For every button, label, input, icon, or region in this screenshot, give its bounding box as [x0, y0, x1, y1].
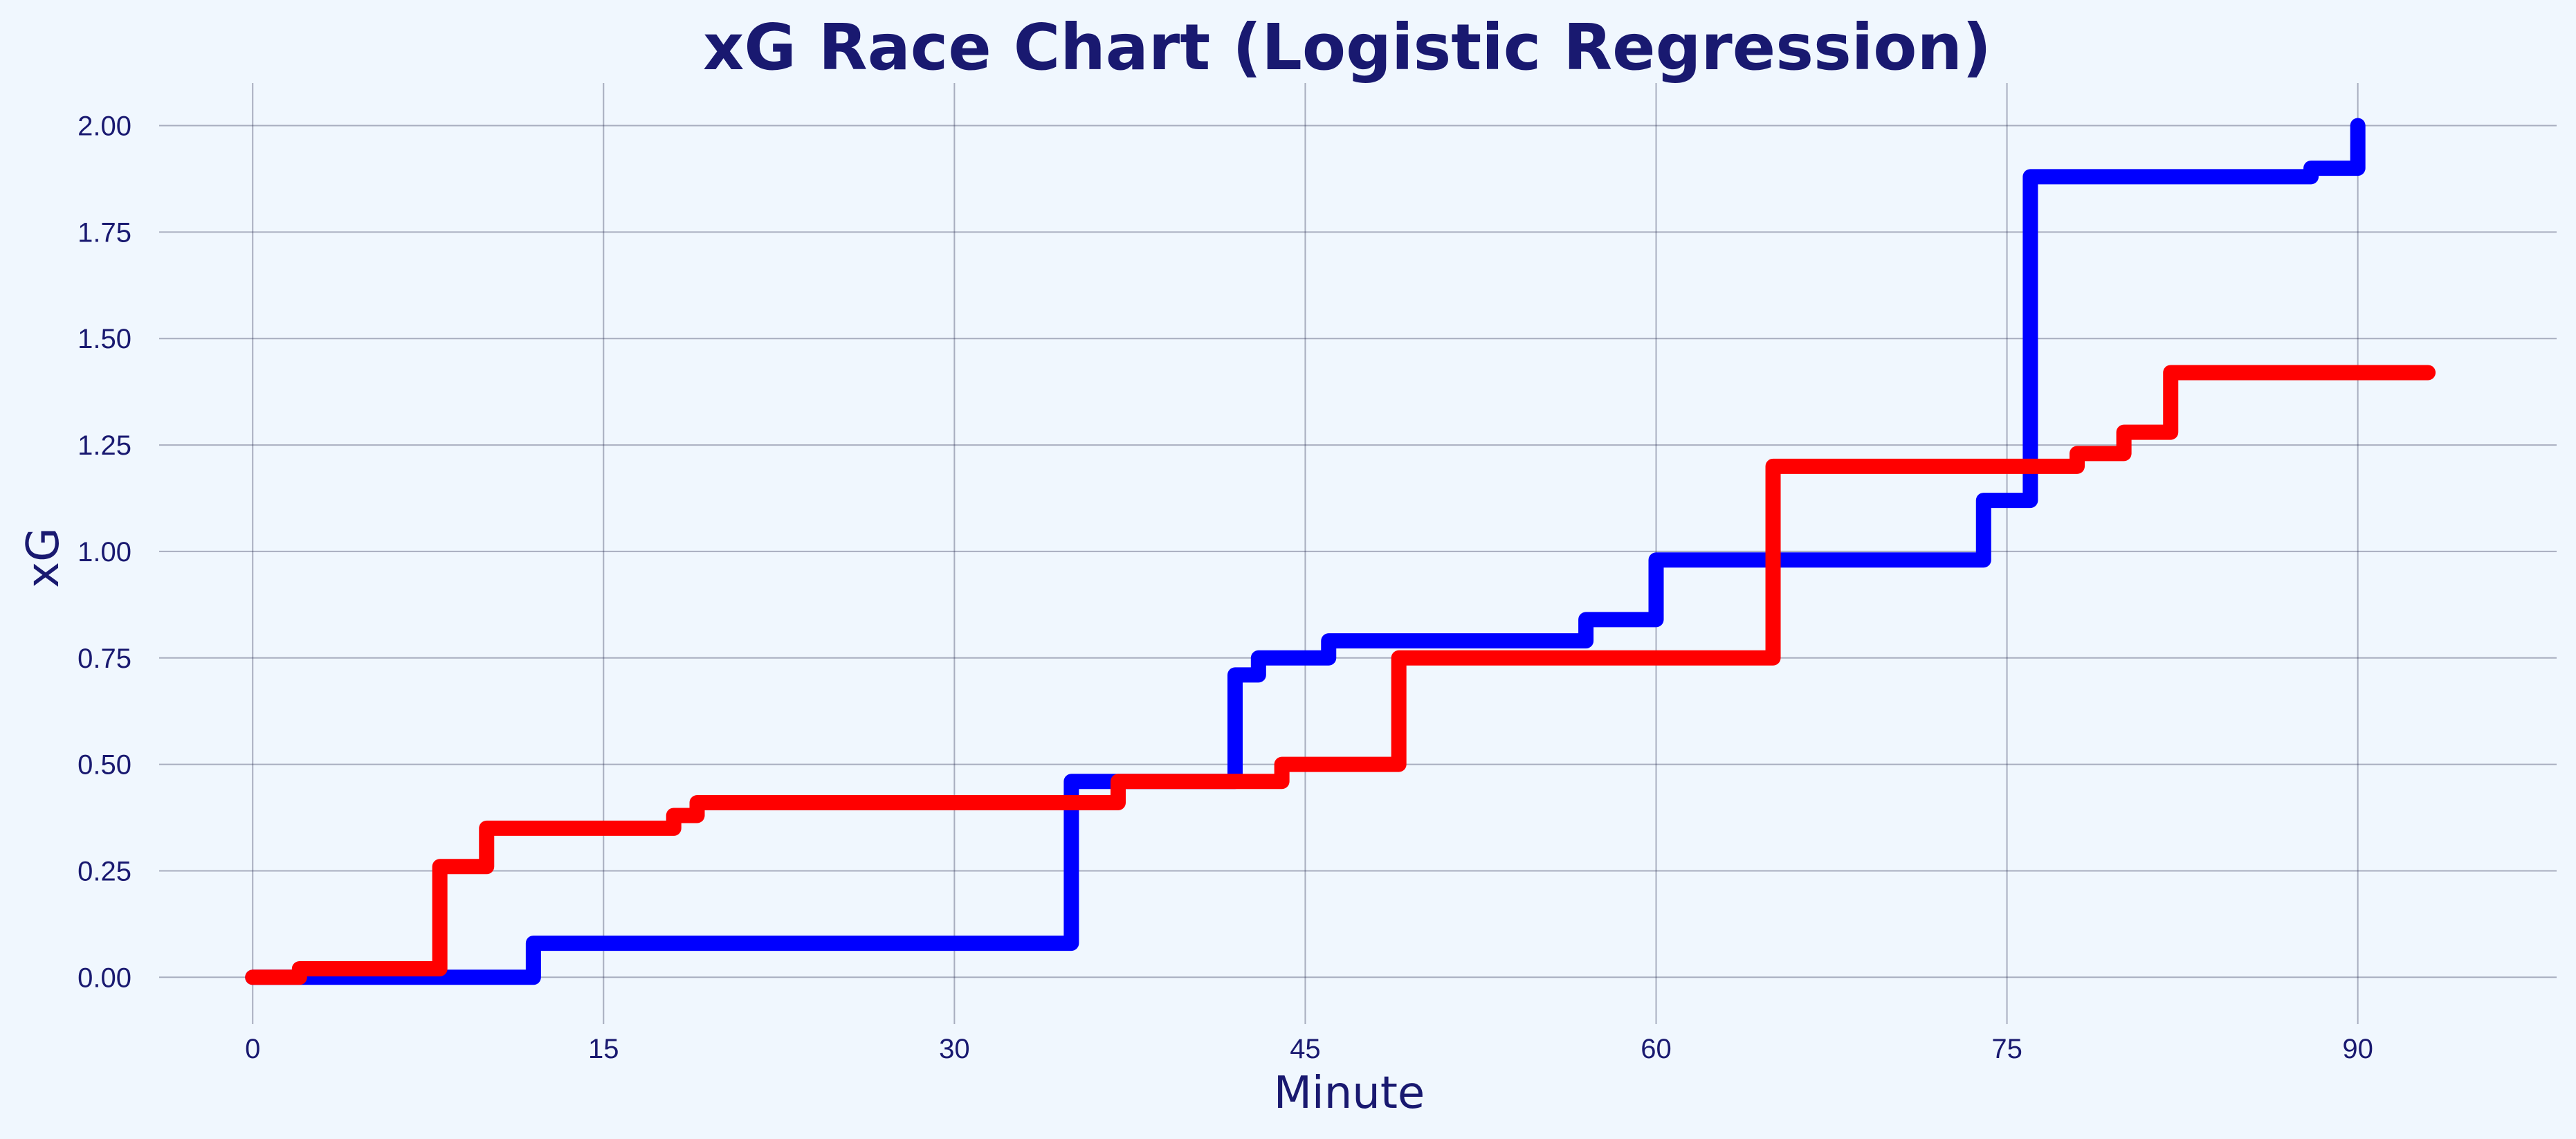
data-point-red [481, 822, 493, 834]
y-tick-label: 1.25 [77, 430, 131, 461]
x-tick-label: 15 [588, 1034, 619, 1064]
y-axis-label: xG [18, 527, 69, 587]
data-point-red [1767, 460, 1779, 472]
data-point-red [434, 861, 446, 873]
data-point-red [1393, 652, 1405, 664]
data-point-red [2165, 367, 2177, 379]
x-tick-label: 45 [1290, 1034, 1321, 1064]
chart-title: xG Race Chart (Logistic Regression) [703, 10, 1991, 84]
data-point-blue [2025, 171, 2036, 183]
y-tick-label: 0.00 [77, 963, 131, 993]
data-point-blue [527, 938, 539, 949]
y-tick-label: 1.50 [77, 324, 131, 354]
data-point-blue [1650, 554, 1662, 566]
data-point-blue [1580, 614, 1592, 626]
data-point-red [1276, 758, 1288, 770]
x-tick-label: 30 [939, 1034, 970, 1064]
data-point-red [2422, 367, 2434, 379]
y-tick-label: 0.75 [77, 644, 131, 674]
data-point-red [293, 963, 305, 974]
x-tick-label: 90 [2342, 1034, 2373, 1064]
data-point-blue [1977, 495, 1989, 507]
data-point-blue [2352, 120, 2364, 131]
series-line-blue [245, 118, 2366, 985]
data-point-red [691, 797, 703, 808]
data-point-red [2118, 426, 2130, 438]
data-point-blue [1066, 776, 1077, 787]
x-tick-label: 0 [245, 1034, 260, 1064]
data-point-red [668, 810, 679, 821]
tick-labels: 0 15 30 45 60 75 90 0.00 0.25 0.50 0.75 1.00 1.25 1.5… [77, 111, 2373, 1064]
data-point-blue [1230, 669, 1241, 681]
data-point-blue [2305, 163, 2317, 174]
y-tick-label: 0.50 [77, 750, 131, 781]
y-tick-label: 2.00 [77, 111, 131, 142]
y-tick-label: 1.00 [77, 537, 131, 567]
x-axis-label: Minute [1274, 1068, 1425, 1119]
data-point-blue [1323, 635, 1335, 647]
y-tick-label: 0.25 [77, 856, 131, 886]
series-line-red [245, 365, 2436, 985]
y-tick-label: 1.75 [77, 217, 131, 248]
x-tick-label: 60 [1641, 1034, 1672, 1064]
series-layer [245, 118, 2436, 985]
data-point-red [247, 972, 259, 983]
data-point-red [1113, 776, 1124, 787]
x-tick-label: 75 [1991, 1034, 2022, 1064]
data-point-red [2072, 448, 2083, 459]
data-point-blue [1252, 652, 1264, 664]
